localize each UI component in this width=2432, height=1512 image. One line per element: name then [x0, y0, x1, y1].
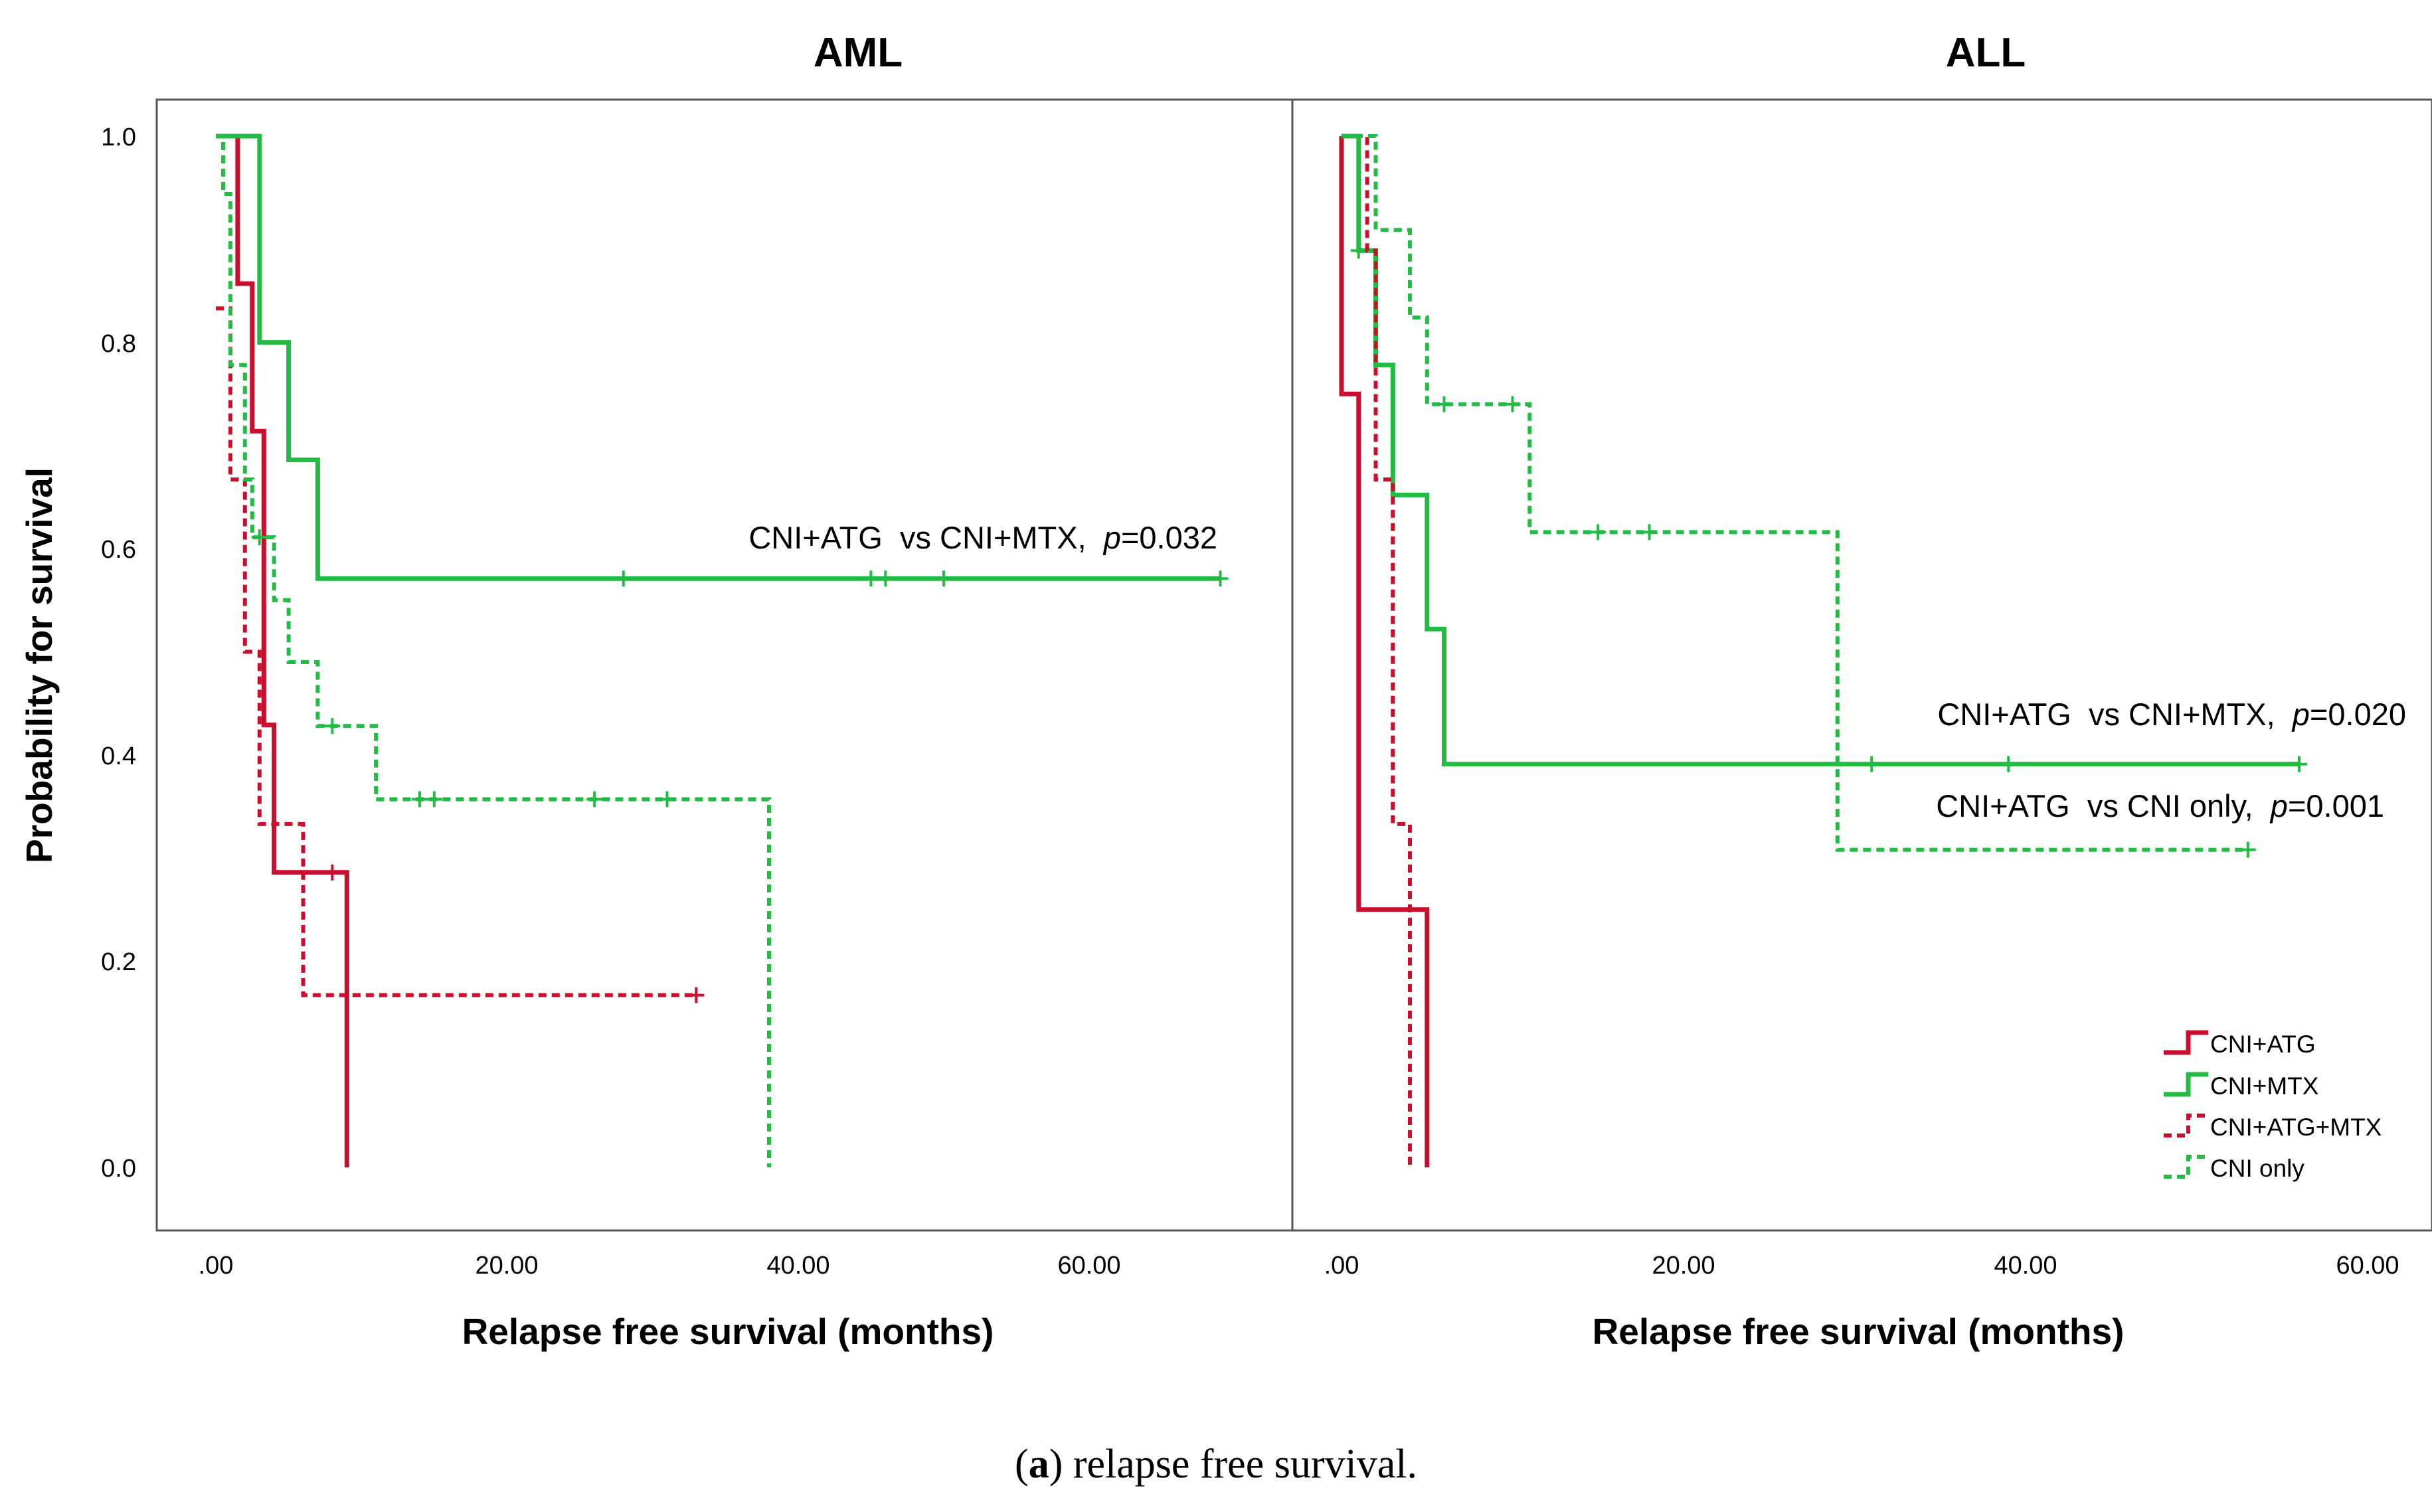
- all-pvalue-annotation-cni: CNI+ATG vs CNI only, p=0.001: [1936, 788, 2384, 823]
- aml-pvalue-annotation: CNI+ATG vs CNI+MTX, p=0.032: [748, 520, 1217, 555]
- aml-series-cni-only-line: [216, 134, 771, 1167]
- figure-caption: (a) relapse free survival.: [1015, 1442, 1417, 1487]
- aml-series-cni-atg-line: [216, 133, 349, 1167]
- all-xtick-label: .00: [1324, 1252, 1359, 1280]
- aml-xtick-label: 60.00: [1057, 1252, 1120, 1280]
- legend-item: CNI+ATG+MTX: [2164, 1114, 2382, 1141]
- aml-ytick-label: 0.2: [101, 948, 136, 976]
- aml-censor-mark-cni-mtx: [615, 570, 632, 587]
- all-title: ALL: [1946, 30, 2026, 76]
- aml-censor-mark-cni-atg-mtx: [688, 987, 705, 1003]
- legend-item: CNI only: [2164, 1155, 2304, 1182]
- aml-censor-mark-cni-mtx: [877, 570, 894, 587]
- all-annotation-p: p: [2269, 788, 2288, 823]
- aml-censor-mark-cni-atg: [324, 864, 341, 881]
- all-censor-mark-cni-only: [1436, 396, 1452, 412]
- aml-ytick-label: 0.4: [101, 742, 136, 770]
- aml-censor-mark-cni-only: [411, 791, 428, 807]
- all-annotation-p: p: [2291, 697, 2310, 732]
- all-censor-mark-cni-mtx: [2000, 756, 2017, 772]
- aml-censor-mark-cni-mtx: [863, 570, 879, 587]
- legend-label: CNI+ATG: [2210, 1031, 2316, 1058]
- all-annotation-text: CNI+ATG vs CNI only,: [1936, 788, 2271, 823]
- aml-censor-mark-cni-only: [586, 791, 602, 807]
- all-censor-mark-cni-mtx: [2291, 756, 2307, 772]
- aml-censor-mark-cni-only: [426, 791, 442, 807]
- aml-censor-mark-cni-mtx: [1212, 570, 1229, 587]
- aml-censor-mark-cni-only: [324, 718, 341, 734]
- aml-ytick-label: 1.0: [101, 124, 136, 151]
- aml-annotation-value: =0.032: [1121, 520, 1217, 555]
- all-censor-mark-cni-only: [1641, 524, 1658, 541]
- all-x-axis: .00 20.00 40.00 60.00: [1324, 1229, 2399, 1280]
- aml-series-cni-atg-mtx-line: [216, 306, 697, 997]
- legend-label: CNI only: [2210, 1155, 2304, 1182]
- legend-item: CNI+ATG: [2164, 1030, 2316, 1058]
- aml-censor-mark-cni-mtx: [936, 570, 952, 587]
- aml-title: AML: [814, 30, 903, 76]
- all-annotation-value: =0.020: [2310, 697, 2406, 732]
- legend-swatch: [2164, 1155, 2208, 1179]
- aml-xtick-label: .00: [199, 1252, 234, 1280]
- all-xtick-label: 60.00: [2336, 1252, 2399, 1280]
- legend-swatch: [2164, 1072, 2208, 1097]
- aml-series-cni-mtx-line: [216, 133, 1221, 581]
- all-censor-mark-cni-mtx: [1864, 756, 1880, 772]
- aml-y-axis: 1.0 0.8 0.6 0.4 0.2 0.0: [101, 124, 158, 1183]
- legend-swatch: [2164, 1030, 2208, 1055]
- all-series-cni-mtx-line: [1342, 133, 2299, 767]
- legend: CNI+ATG CNI+MTX CNI+ATG+MTX CNI only: [2164, 1030, 2382, 1182]
- aml-x-axis-label: Relapse free survival (months): [462, 1311, 994, 1352]
- caption-text: ) relapse free survival.: [1049, 1442, 1417, 1487]
- all-series-cni-atg-line: [1339, 136, 1430, 1167]
- aml-censor-mark-cni-only: [251, 529, 268, 546]
- caption-label: a: [1029, 1442, 1049, 1487]
- aml-annotation-p: p: [1102, 520, 1121, 555]
- all-annotation-text: CNI+ATG vs CNI+MTX,: [1937, 697, 2292, 732]
- all-xtick-label: 40.00: [1994, 1252, 2057, 1280]
- aml-ytick-label: 0.6: [101, 536, 136, 564]
- all-censor-mark-cni-only: [1590, 524, 1607, 541]
- aml-xtick-label: 20.00: [475, 1252, 538, 1280]
- panel-aml: AML 1.0 0.8 0.6 0.4 0.2 0.0 .00 20.00 40…: [19, 30, 1294, 1352]
- all-series-cni-atg-mtx-line: [1342, 134, 1412, 1167]
- legend-swatch: [2164, 1114, 2208, 1137]
- caption-open: (: [1015, 1442, 1029, 1487]
- all-censor-mark-cni-mtx: [1350, 242, 1367, 259]
- all-series-group: [1339, 133, 2307, 1167]
- all-censor-mark-cni-only: [2239, 841, 2256, 858]
- all-x-axis-label: Relapse free survival (months): [1593, 1311, 2125, 1352]
- all-annotation-value: =0.001: [2288, 788, 2384, 823]
- aml-ytick-label: 0.0: [101, 1155, 136, 1183]
- aml-y-axis-label: Probability for survival: [19, 467, 60, 863]
- aml-xtick-label: 40.00: [766, 1252, 829, 1280]
- legend-item: CNI+MTX: [2164, 1072, 2318, 1100]
- all-xtick-label: 20.00: [1652, 1252, 1715, 1280]
- all-censor-mark-cni-only: [1504, 396, 1521, 412]
- all-series-cni-only-line: [1342, 134, 2248, 852]
- panel-all: ALL .00 20.00 40.00 60.00 Relapse free s…: [1291, 30, 2432, 1352]
- legend-label: CNI+MTX: [2210, 1072, 2318, 1100]
- aml-annotation-text: CNI+ATG vs CNI+MTX,: [748, 520, 1103, 555]
- aml-ytick-label: 0.8: [101, 330, 136, 358]
- all-pvalue-annotation-mtx: CNI+ATG vs CNI+MTX, p=0.020: [1937, 697, 2406, 732]
- aml-censor-mark-cni-only: [659, 791, 675, 807]
- legend-label: CNI+ATG+MTX: [2210, 1114, 2382, 1141]
- aml-series-group: [216, 133, 1229, 1167]
- aml-x-axis: .00 20.00 40.00 60.00: [199, 1229, 1121, 1280]
